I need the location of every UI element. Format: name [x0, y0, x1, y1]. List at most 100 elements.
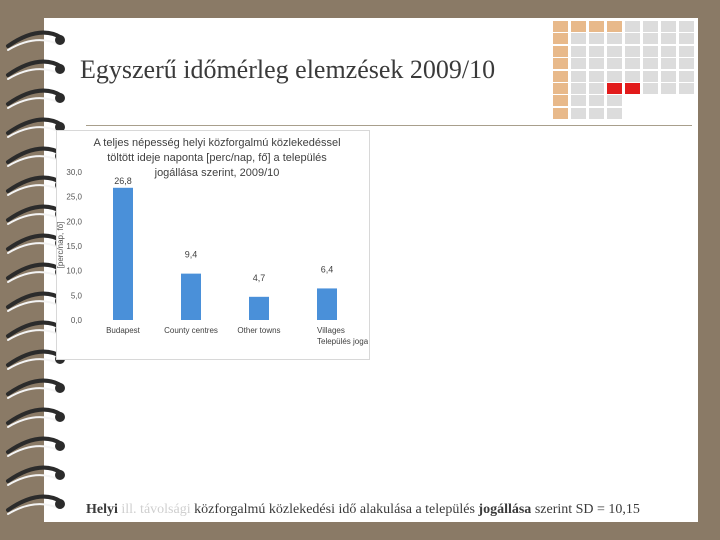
grid-cell — [661, 21, 676, 32]
grid-cell — [643, 45, 658, 57]
title-main: Egyszerű időmérleg elemzések — [80, 55, 404, 84]
binding-ring — [6, 494, 65, 515]
grid-cell — [679, 33, 694, 45]
grid-cell — [643, 21, 658, 32]
grid-cell — [571, 83, 586, 94]
y-tick-label: 25,0 — [66, 193, 82, 202]
grid-cell — [553, 45, 568, 57]
binding-ring — [6, 436, 65, 457]
y-tick-label: 0,0 — [71, 316, 83, 325]
grid-cell — [679, 83, 694, 94]
x-category-label: Település joga — [317, 337, 369, 346]
grid-cell — [607, 95, 622, 107]
grid-cell — [625, 70, 640, 82]
grid-cell — [679, 21, 694, 32]
grid-cell — [625, 58, 640, 70]
caption-part2: ill. távolsági — [121, 502, 191, 517]
binding-ring — [6, 407, 65, 428]
grid-cell — [553, 107, 568, 119]
bar-value-label: 26,8 — [114, 176, 132, 186]
decorative-grid — [553, 21, 697, 121]
caption-part4: jogállása — [478, 502, 532, 517]
y-tick-label: 30,0 — [66, 168, 82, 177]
x-category-label: Other towns — [237, 326, 280, 335]
grid-cell — [661, 45, 676, 57]
grid-cell — [607, 58, 622, 70]
grid-cell — [661, 58, 676, 70]
bar-value-label: 9,4 — [185, 250, 198, 260]
grid-cell — [589, 21, 604, 32]
y-axis-label: [perc/nap, fő] — [56, 222, 65, 269]
grid-cell — [571, 70, 586, 82]
grid-cell — [643, 70, 658, 82]
grid-cell — [607, 107, 622, 119]
bar-value-label: 6,4 — [321, 264, 334, 274]
grid-cell — [679, 45, 694, 57]
bar — [249, 296, 269, 320]
grid-cell — [589, 95, 604, 107]
caption-part5: szerint SD = 10,15 — [534, 502, 640, 517]
grid-cell — [661, 83, 676, 94]
grid-cell — [553, 70, 568, 82]
grid-cell — [607, 70, 622, 82]
slide-caption: Helyi ill. távolsági közforgalmú közleke… — [86, 502, 640, 518]
grid-cell — [553, 21, 568, 32]
x-category-label: Budapest — [106, 326, 141, 335]
caption-part1: Helyi — [86, 502, 118, 517]
grid-cell — [589, 83, 604, 94]
bar-value-label: 4,7 — [253, 273, 266, 283]
binding-ring — [6, 30, 65, 51]
grid-cell — [625, 21, 640, 32]
grid-cell — [553, 83, 568, 94]
grid-cell — [607, 83, 622, 94]
grid-cell — [589, 58, 604, 70]
slide-title: Egyszerű időmérleg elemzések 2009/10 — [80, 55, 495, 85]
chart-title: A teljes népesség helyi közforgalmú közl… — [93, 137, 341, 179]
grid-cell — [571, 95, 586, 107]
bar — [317, 288, 337, 320]
binding-ring — [6, 59, 65, 80]
grid-cell — [643, 33, 658, 45]
grid-cell — [589, 33, 604, 45]
grid-cell — [679, 58, 694, 70]
x-category-label: Villages — [317, 326, 345, 335]
chart-frame — [56, 130, 370, 360]
grid-cell — [571, 58, 586, 70]
grid-cell — [661, 70, 676, 82]
grid-cell — [607, 21, 622, 32]
y-tick-label: 15,0 — [66, 242, 82, 251]
grid-cell — [553, 33, 568, 45]
grid-cell — [625, 33, 640, 45]
y-tick-label: 10,0 — [66, 267, 82, 276]
grid-cell — [571, 33, 586, 45]
binding-ring — [6, 88, 65, 109]
grid-cell — [571, 107, 586, 119]
grid-cell — [607, 33, 622, 45]
title-divider — [86, 125, 692, 126]
y-tick-label: 5,0 — [71, 291, 83, 300]
grid-cell — [553, 58, 568, 70]
x-category-label: County centres — [164, 326, 218, 335]
grid-cell — [607, 45, 622, 57]
bar — [113, 187, 133, 320]
grid-cell — [661, 33, 676, 45]
grid-cell — [589, 70, 604, 82]
y-tick-label: 20,0 — [66, 217, 82, 226]
bar — [181, 273, 201, 320]
grid-cell — [625, 83, 640, 94]
grid-cell — [589, 45, 604, 57]
grid-cell — [571, 45, 586, 57]
grid-cell — [553, 95, 568, 107]
grid-cell — [643, 58, 658, 70]
binding-ring — [6, 465, 65, 486]
grid-cell — [679, 70, 694, 82]
caption-part3: közforgalmú közlekedési idő alakulása a … — [194, 502, 475, 517]
grid-cell — [625, 45, 640, 57]
binding-ring — [6, 117, 65, 138]
binding-ring — [6, 378, 65, 399]
grid-cell — [571, 21, 586, 32]
grid-cell — [643, 83, 658, 94]
grid-cell — [589, 107, 604, 119]
title-year: 2009/10 — [409, 55, 496, 84]
